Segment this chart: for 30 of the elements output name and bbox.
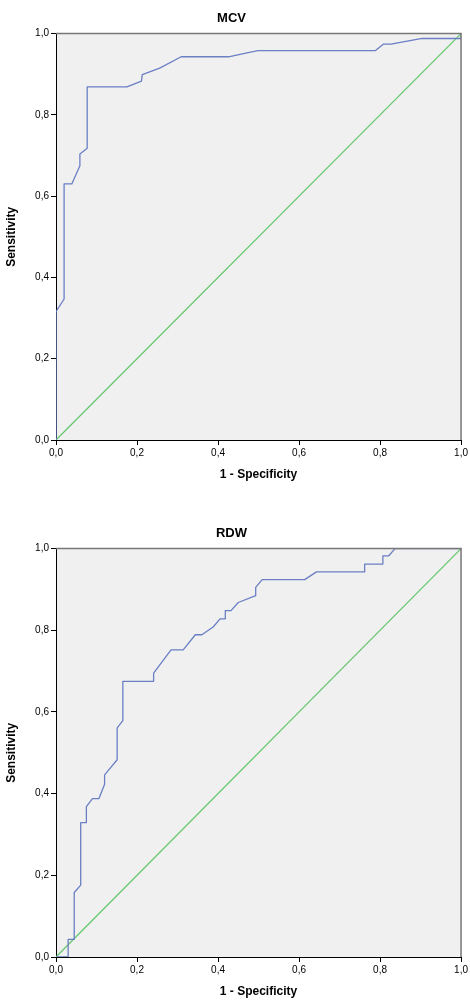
y-tick-label: 0,4 bbox=[35, 787, 50, 799]
y-tick-label: 0,0 bbox=[35, 433, 50, 445]
x-tick-label: 1,0 bbox=[454, 963, 469, 975]
y-tick-label: 0,0 bbox=[35, 950, 50, 962]
x-tick-label: 0,6 bbox=[292, 446, 307, 458]
x-tick-label: 0,0 bbox=[49, 963, 64, 975]
y-tick-label: 0,6 bbox=[35, 705, 50, 717]
chart-title: RDW bbox=[215, 525, 248, 541]
y-tick-label: 0,4 bbox=[35, 271, 50, 283]
x-tick-label: 0,8 bbox=[373, 446, 388, 458]
y-tick-label: 1,0 bbox=[35, 542, 50, 554]
y-tick-label: 0,8 bbox=[35, 624, 50, 636]
y-axis-title: Sensitivity bbox=[3, 722, 18, 783]
chart-title: MCV bbox=[217, 10, 247, 26]
x-axis-title: 1 - Specificity bbox=[219, 984, 298, 999]
x-tick-label: 0,2 bbox=[130, 963, 145, 975]
x-tick-label: 0,8 bbox=[373, 963, 388, 975]
x-tick-label: 0,4 bbox=[211, 446, 226, 458]
x-tick-label: 0,6 bbox=[292, 963, 307, 975]
x-tick-label: 0,0 bbox=[49, 446, 64, 458]
y-tick-label: 0,2 bbox=[35, 869, 50, 881]
y-tick-label: 0,2 bbox=[35, 352, 50, 364]
x-axis-title: 1 - Specificity bbox=[219, 467, 298, 482]
x-tick-label: 0,4 bbox=[211, 963, 226, 975]
x-tick-label: 1,0 bbox=[454, 446, 469, 458]
y-tick-label: 0,6 bbox=[35, 189, 50, 201]
y-tick-label: 0,8 bbox=[35, 108, 50, 120]
y-tick-label: 1,0 bbox=[35, 27, 50, 39]
y-axis-title: Sensitivity bbox=[3, 206, 18, 267]
x-tick-label: 0,2 bbox=[130, 446, 145, 458]
